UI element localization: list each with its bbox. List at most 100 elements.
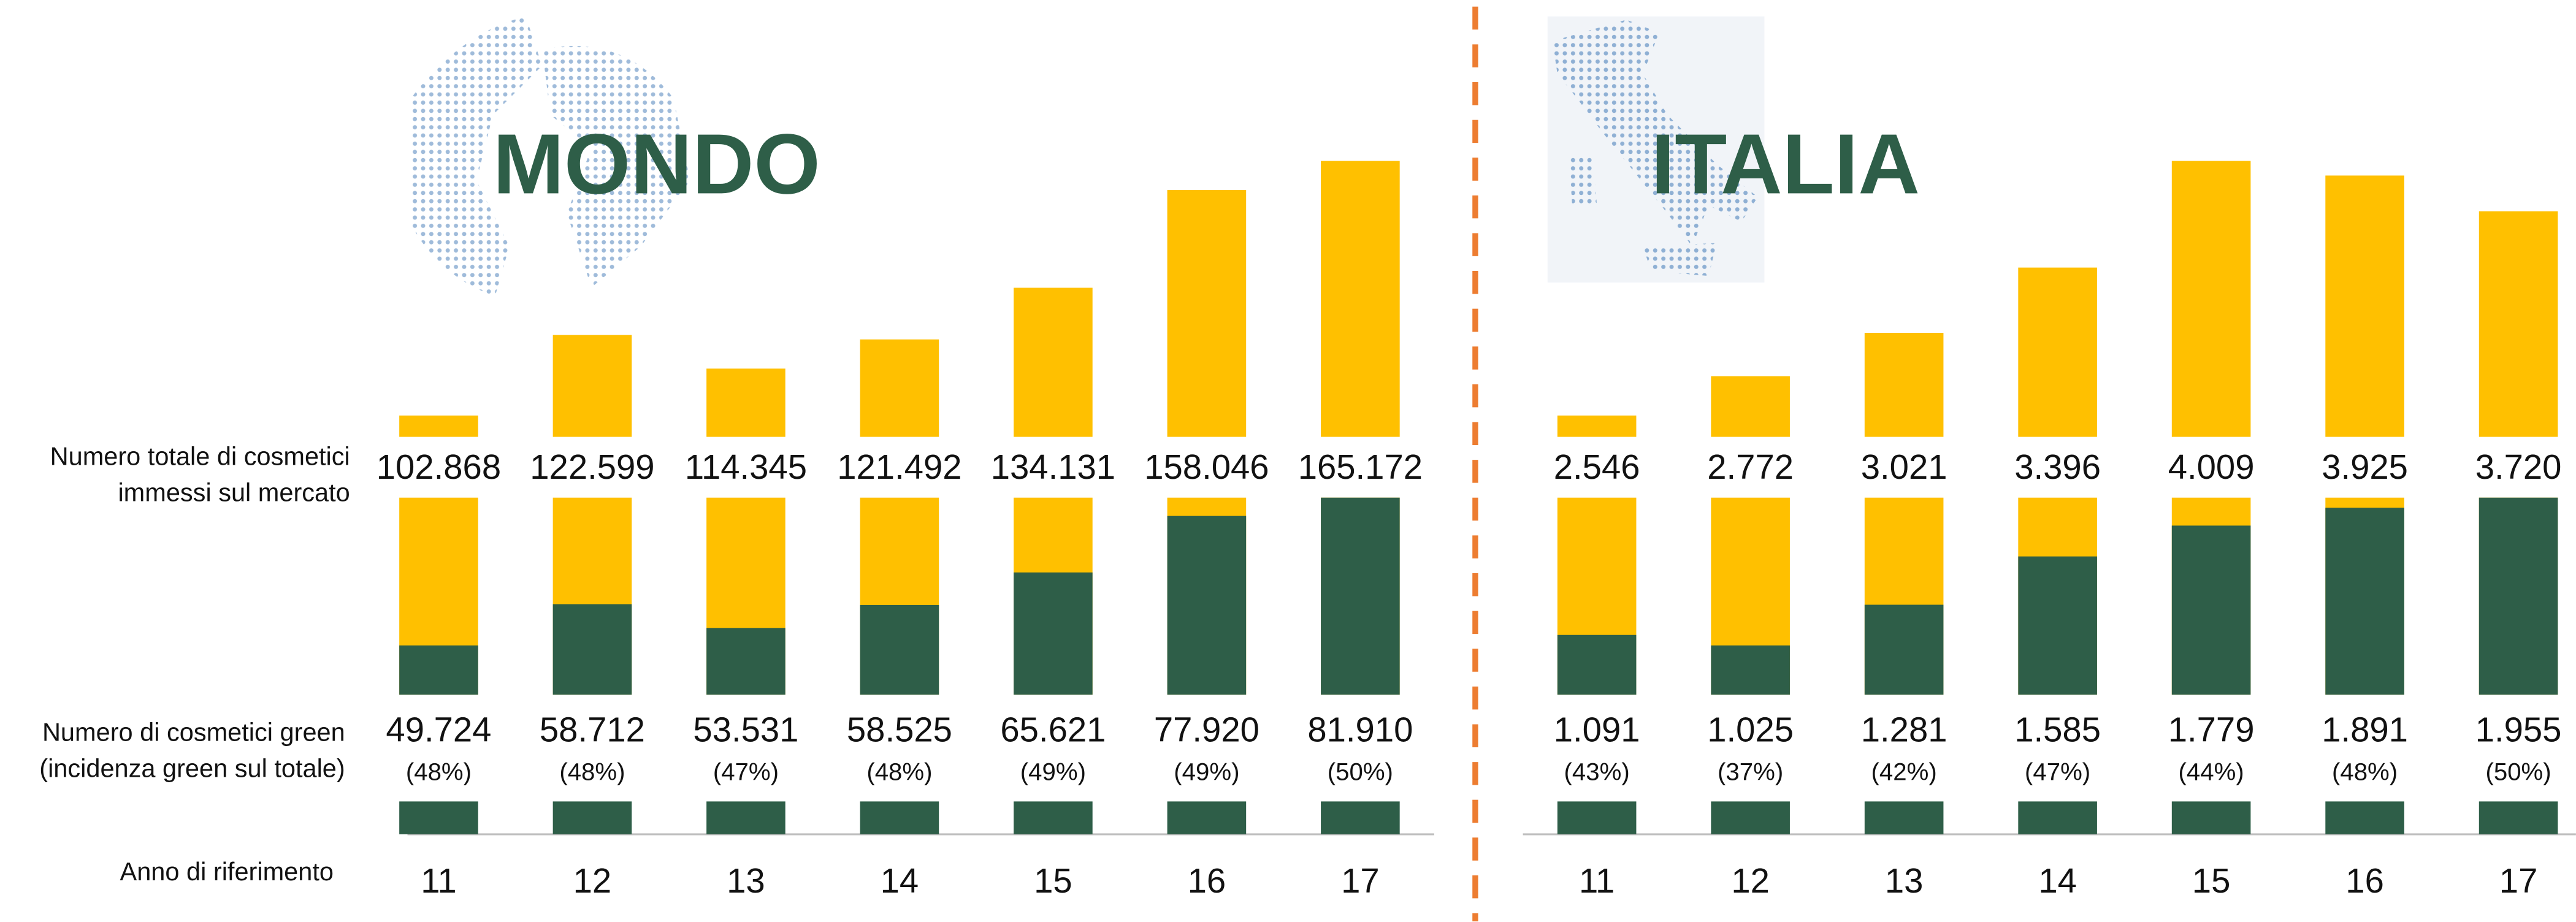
green-label: 49.724 bbox=[386, 711, 491, 749]
share-label: (37%) bbox=[1718, 758, 1783, 785]
bar-green bbox=[552, 604, 632, 695]
year-label: 13 bbox=[1885, 861, 1924, 900]
row-label: immessi sul mercato bbox=[118, 478, 350, 506]
share-label: (47%) bbox=[713, 758, 779, 785]
bar-total bbox=[1711, 376, 1790, 437]
total-label: 3.925 bbox=[2322, 448, 2408, 486]
bar-green-base bbox=[399, 801, 478, 834]
bar-green-base bbox=[1864, 801, 1944, 834]
green-label: 77.920 bbox=[1154, 711, 1259, 749]
bar-green-base bbox=[2479, 801, 2558, 834]
share-label: (48%) bbox=[866, 758, 932, 785]
bar-green-base bbox=[1321, 801, 1400, 834]
bar-green bbox=[2479, 497, 2558, 695]
total-label: 4.009 bbox=[2168, 448, 2255, 486]
year-label: 17 bbox=[2499, 861, 2538, 900]
green-label: 58.525 bbox=[847, 711, 952, 749]
share-label: (49%) bbox=[1174, 758, 1239, 785]
bar-green-base bbox=[1167, 801, 1247, 834]
share-label: (47%) bbox=[2025, 758, 2090, 785]
total-label: 2.546 bbox=[1554, 448, 1640, 486]
globe-icon bbox=[410, 16, 690, 304]
bar-green bbox=[399, 645, 478, 695]
total-label: 2.772 bbox=[1707, 448, 1794, 486]
green-label: 65.621 bbox=[1000, 711, 1106, 749]
share-label: (48%) bbox=[559, 758, 625, 785]
green-label: 58.712 bbox=[540, 711, 645, 749]
green-label: 1.281 bbox=[1861, 711, 1947, 749]
total-label: 3.720 bbox=[2475, 448, 2562, 486]
bar-green bbox=[1711, 645, 1790, 695]
bar-green-base bbox=[2018, 801, 2097, 834]
green-label: 81.910 bbox=[1307, 711, 1413, 749]
year-label: 13 bbox=[727, 861, 765, 900]
share-label: (50%) bbox=[1328, 758, 1393, 785]
bar-green bbox=[1864, 604, 1944, 695]
year-label: 11 bbox=[1579, 861, 1615, 900]
bar-total bbox=[706, 368, 785, 437]
total-label: 102.868 bbox=[376, 448, 501, 486]
total-label: 3.021 bbox=[1861, 448, 1947, 486]
total-label: 3.396 bbox=[2014, 448, 2101, 486]
green-label: 1.891 bbox=[2322, 711, 2408, 749]
total-label: 121.492 bbox=[837, 448, 961, 486]
bar-green bbox=[2325, 508, 2404, 695]
bar-green bbox=[860, 604, 939, 695]
total-label: 134.131 bbox=[991, 448, 1115, 486]
bar-total bbox=[1864, 332, 1944, 437]
bar-green bbox=[1557, 634, 1637, 695]
share-label: (42%) bbox=[1871, 758, 1937, 785]
bar-green bbox=[2018, 556, 2097, 695]
bar-green bbox=[2171, 525, 2251, 695]
year-label: 14 bbox=[2038, 861, 2077, 900]
bar-total bbox=[2479, 211, 2558, 437]
bar-total bbox=[2018, 267, 2097, 437]
bar-total bbox=[1014, 288, 1093, 437]
year-label: 14 bbox=[881, 861, 919, 900]
italy-map-icon bbox=[1547, 16, 1765, 283]
year-label: 12 bbox=[573, 861, 612, 900]
row-label: Numero totale di cosmetici bbox=[50, 441, 350, 470]
share-label: (43%) bbox=[1564, 758, 1630, 785]
row-label: Anno di riferimento bbox=[120, 857, 334, 886]
bar-green-base bbox=[860, 801, 939, 834]
year-label: 16 bbox=[2345, 861, 2384, 900]
total-label: 122.599 bbox=[530, 448, 654, 486]
panel-title: MONDO bbox=[493, 116, 820, 211]
share-label: (50%) bbox=[2485, 758, 2551, 785]
bar-green-base bbox=[2171, 801, 2251, 834]
row-label: (incidenza green sul totale) bbox=[39, 753, 345, 782]
total-label: 114.345 bbox=[685, 448, 807, 486]
row-label: Numero di cosmetici green bbox=[42, 717, 345, 746]
green-label: 53.531 bbox=[693, 711, 798, 749]
total-label: 165.172 bbox=[1298, 448, 1423, 486]
bar-total bbox=[2171, 161, 2251, 437]
bar-green bbox=[1321, 497, 1400, 695]
bar-total bbox=[1321, 161, 1400, 437]
green-label: 1.585 bbox=[2014, 711, 2101, 749]
year-label: 17 bbox=[1341, 861, 1380, 900]
bar-total bbox=[552, 335, 632, 437]
bar-green-base bbox=[1557, 801, 1637, 834]
bar-green-base bbox=[552, 801, 632, 834]
share-label: (48%) bbox=[406, 758, 472, 785]
share-label: (49%) bbox=[1020, 758, 1086, 785]
year-label: 15 bbox=[2192, 861, 2231, 900]
bar-total bbox=[399, 415, 478, 437]
year-label: 16 bbox=[1188, 861, 1226, 900]
bar-green-base bbox=[1711, 801, 1790, 834]
green-label: 1.091 bbox=[1554, 711, 1640, 749]
green-label: 1.955 bbox=[2475, 711, 2562, 749]
share-label: (44%) bbox=[2179, 758, 2244, 785]
share-label: (48%) bbox=[2332, 758, 2398, 785]
bar-total bbox=[1557, 415, 1637, 437]
bar-total bbox=[860, 339, 939, 437]
total-label: 158.046 bbox=[1144, 448, 1269, 486]
year-label: 11 bbox=[421, 861, 456, 900]
bar-total bbox=[1167, 190, 1247, 437]
panel-title: ITALIA bbox=[1651, 116, 1920, 211]
year-label: 12 bbox=[1731, 861, 1770, 900]
bar-green-base bbox=[706, 801, 785, 834]
bar-green-base bbox=[2325, 801, 2404, 834]
